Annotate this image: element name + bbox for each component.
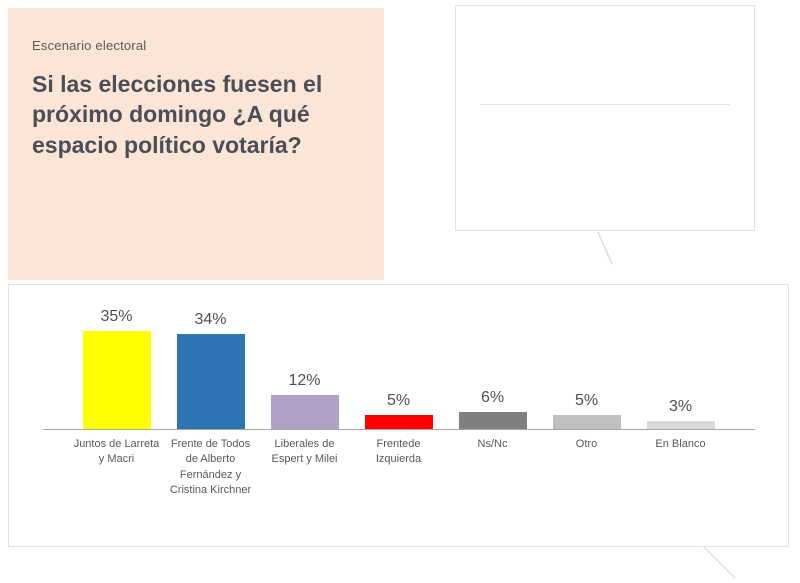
bar-category-label: Ns/Nc [477, 438, 508, 450]
bar-value-label: 5% [386, 392, 411, 409]
bar [458, 412, 527, 429]
bar-chart: 35% 34% 12% 5% 6% 5% 3% Juntos de Larreta y Ma… [42, 285, 755, 499]
chart-card: 35% 34% 12% 5% 6% 5% 3% Juntos de Larreta y Ma… [8, 284, 789, 547]
bar-value-label: 35% [100, 308, 133, 325]
bar-category-label: En Blanco [655, 438, 706, 450]
bar [270, 395, 339, 429]
x-axis-line [42, 429, 755, 430]
bar [552, 415, 621, 429]
bar-value-label: 5% [574, 392, 599, 409]
question-panel: Escenario electoral Si las elecciones fu… [8, 8, 384, 280]
callout-card [455, 5, 755, 231]
bar [82, 331, 151, 429]
bar-column: 5% [352, 392, 446, 429]
bar-category-label: Otro [575, 438, 598, 450]
section-label: Escenario electoral [32, 38, 147, 53]
bar-column: 5% [540, 392, 634, 429]
bar-category-label: Liberales de Espert y Milei [271, 438, 338, 466]
bar-category-label: Juntos de Larreta y Macri [73, 438, 160, 466]
bar-column: 3% [634, 398, 728, 429]
bar-category-label: Frentede Izquierda [375, 438, 422, 466]
bar [176, 334, 245, 429]
bar-value-label: 3% [668, 398, 693, 415]
bar-value-label: 12% [288, 372, 321, 389]
bar-column: 34% [164, 311, 258, 429]
bar-column: 12% [258, 372, 352, 429]
bar-value-label: 6% [480, 389, 505, 406]
bar [646, 421, 715, 429]
labels-row: Juntos de Larreta y Macri Frente de Todos… [43, 430, 755, 499]
bar-column: 6% [446, 389, 540, 429]
callout-divider-line [480, 104, 730, 105]
bar-value-label: 34% [194, 311, 227, 328]
question-title: Si las elecciones fuesen el próximo domi… [32, 71, 323, 158]
callout-tail-line [597, 231, 613, 265]
bar-category-label: Frente de Todos de Alberto Fernández y C… [169, 438, 252, 497]
bar [364, 415, 433, 429]
bars-row: 35% 34% 12% 5% 6% 5% 3% [43, 297, 755, 429]
bar-column: 35% [70, 308, 164, 429]
